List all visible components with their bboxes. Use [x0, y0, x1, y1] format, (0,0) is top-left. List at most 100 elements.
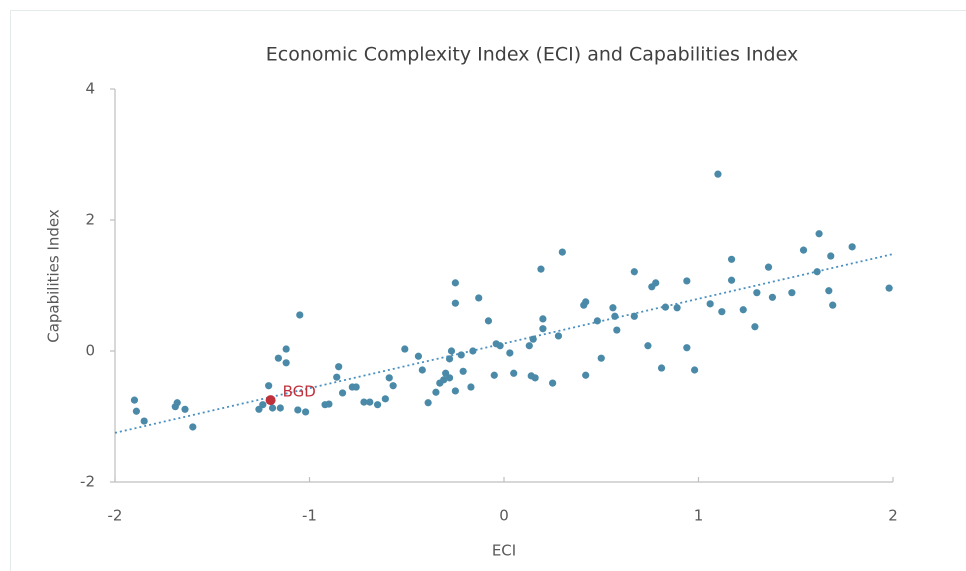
point — [265, 382, 273, 390]
point — [385, 374, 393, 382]
point — [333, 373, 341, 381]
point — [451, 299, 459, 307]
point — [611, 312, 619, 320]
point — [609, 304, 617, 312]
point — [613, 326, 621, 334]
point — [714, 170, 722, 178]
point — [644, 342, 652, 350]
point — [432, 388, 440, 396]
point — [691, 366, 699, 374]
x-tick-label: -1 — [302, 507, 317, 525]
point — [799, 246, 808, 254]
point — [484, 317, 493, 325]
point — [727, 255, 736, 263]
point — [788, 289, 796, 297]
point — [813, 268, 821, 276]
point — [352, 383, 360, 391]
chart-title: Economic Complexity Index (ECI) and Capa… — [266, 44, 798, 66]
point — [764, 263, 773, 271]
point — [531, 374, 539, 382]
point — [335, 363, 343, 371]
y-tick-label: 2 — [85, 211, 95, 229]
point — [848, 243, 856, 251]
point — [381, 395, 389, 403]
y-tick-label: 4 — [85, 80, 95, 98]
point — [268, 404, 277, 412]
point — [539, 315, 547, 323]
point — [582, 298, 590, 306]
highlight-point — [265, 395, 276, 406]
point — [549, 379, 557, 387]
x-tick-label: 1 — [694, 507, 704, 525]
point — [457, 351, 465, 359]
point — [673, 304, 681, 312]
point — [469, 347, 477, 355]
point — [630, 268, 638, 276]
point — [490, 371, 498, 379]
point — [683, 277, 691, 285]
point — [554, 332, 563, 340]
x-axis-label: ECI — [492, 542, 516, 560]
point — [753, 289, 761, 297]
point — [706, 300, 714, 308]
point — [414, 352, 423, 360]
point — [657, 364, 666, 372]
point — [496, 342, 504, 350]
point — [294, 406, 302, 414]
point — [424, 399, 432, 407]
point — [360, 398, 368, 406]
point — [475, 294, 483, 302]
point — [537, 265, 545, 273]
point — [325, 400, 333, 408]
point — [366, 398, 374, 406]
point — [181, 405, 189, 413]
point — [630, 312, 638, 320]
point — [282, 359, 290, 367]
y-axis-label: Capabilities Index — [45, 209, 63, 343]
point — [768, 293, 777, 301]
point — [582, 371, 590, 379]
x-tick-label: 0 — [499, 507, 509, 525]
point — [459, 367, 467, 375]
point — [727, 276, 736, 284]
point — [140, 417, 148, 425]
x-tick-label: -2 — [108, 507, 123, 525]
point — [510, 369, 518, 377]
point — [302, 408, 310, 416]
point — [445, 374, 454, 382]
point — [132, 407, 140, 415]
point — [401, 345, 409, 353]
point — [529, 335, 537, 343]
point — [661, 303, 670, 311]
point — [445, 355, 454, 363]
point — [829, 301, 837, 309]
point — [171, 403, 179, 411]
point — [885, 284, 893, 292]
point — [440, 376, 448, 384]
point — [718, 308, 726, 316]
point — [259, 401, 267, 409]
point — [539, 325, 547, 333]
y-tick-label: 0 — [85, 342, 95, 360]
point — [751, 323, 759, 331]
point — [506, 349, 514, 357]
y-tick-label: -2 — [80, 473, 95, 491]
point — [189, 423, 197, 431]
point — [274, 354, 282, 362]
point — [525, 342, 533, 350]
point — [389, 382, 397, 390]
point — [593, 317, 601, 325]
trendline — [114, 253, 894, 434]
point — [276, 404, 284, 412]
point — [825, 287, 833, 295]
point — [282, 345, 290, 353]
chart-border — [10, 10, 966, 571]
point — [467, 383, 475, 391]
point — [130, 396, 139, 404]
point — [451, 387, 459, 395]
point — [683, 344, 691, 352]
point — [815, 230, 823, 238]
point — [739, 306, 747, 314]
point — [373, 401, 382, 409]
